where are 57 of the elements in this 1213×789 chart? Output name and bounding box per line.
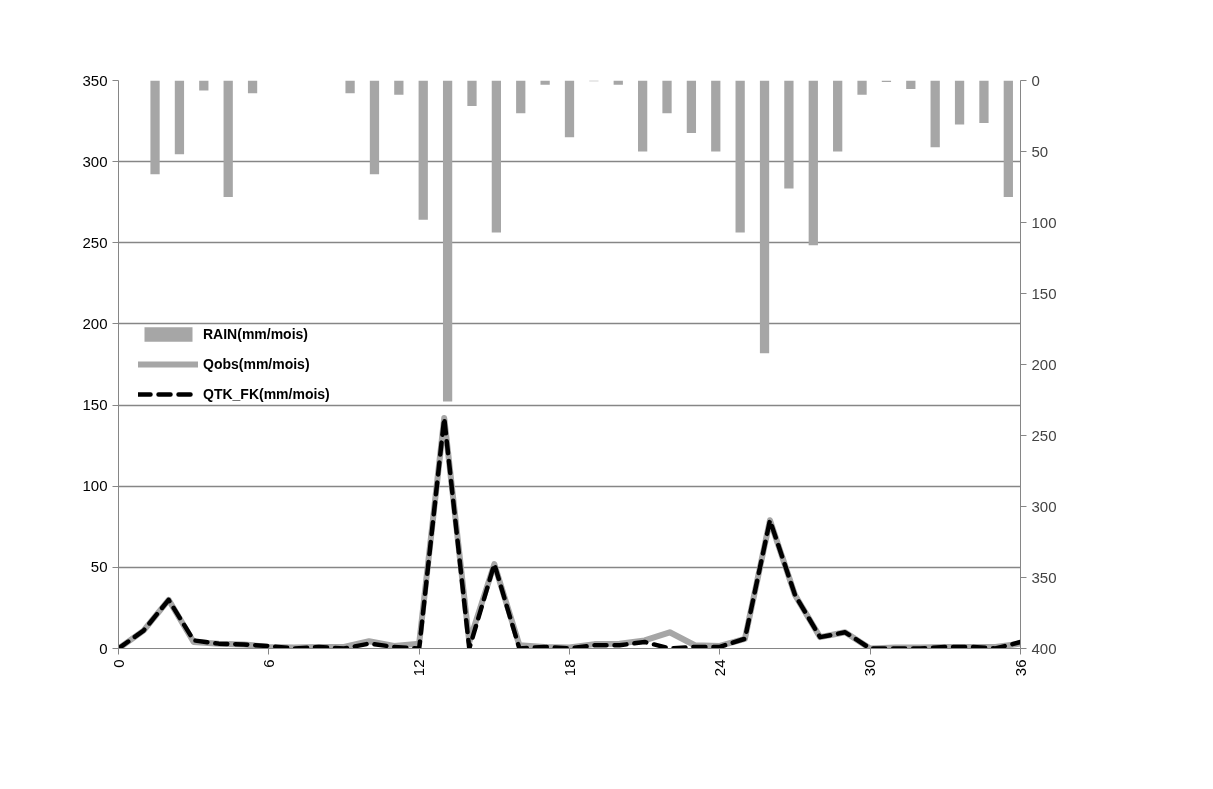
bar bbox=[759, 80, 770, 354]
y2-tick-label: 200 bbox=[1031, 355, 1057, 373]
bar bbox=[442, 80, 453, 402]
x-tick-label: 6 bbox=[259, 659, 277, 668]
y2-tick-label: 150 bbox=[1031, 284, 1057, 302]
x-tick-label: 18 bbox=[560, 659, 578, 677]
bar bbox=[906, 80, 916, 90]
bar bbox=[369, 80, 380, 175]
bar bbox=[516, 80, 526, 114]
y-tick-label: 200 bbox=[82, 314, 108, 332]
legend-label: Qobs(mm/mois) bbox=[203, 356, 310, 372]
bar bbox=[784, 80, 794, 189]
y-tick-label: 250 bbox=[82, 233, 108, 251]
y2-tick-label: 50 bbox=[1031, 142, 1049, 160]
bar bbox=[150, 80, 160, 175]
bar bbox=[954, 80, 965, 125]
bar bbox=[930, 80, 940, 148]
y-tick-label: 300 bbox=[82, 152, 108, 170]
bar bbox=[418, 80, 428, 220]
x-tick-label: 30 bbox=[861, 659, 879, 677]
y-tick-label: 50 bbox=[90, 558, 108, 576]
x-tick-label: 36 bbox=[1011, 659, 1029, 677]
y2-tick-label: 350 bbox=[1031, 568, 1057, 586]
y2-tick-label: 100 bbox=[1031, 213, 1057, 231]
bar bbox=[613, 80, 623, 85]
legend-label: QTK_FK(mm/mois) bbox=[203, 386, 330, 402]
bar bbox=[247, 80, 258, 94]
bar bbox=[711, 80, 721, 152]
x-tick-label: 12 bbox=[410, 659, 428, 677]
bar bbox=[662, 80, 672, 114]
bar bbox=[1003, 80, 1013, 197]
bar bbox=[735, 80, 745, 233]
bar bbox=[979, 80, 989, 124]
y-tick-label: 350 bbox=[82, 71, 108, 89]
x-tick-label: 24 bbox=[710, 659, 728, 677]
bar bbox=[345, 80, 355, 94]
y2-tick-label: 250 bbox=[1031, 426, 1057, 444]
bar bbox=[564, 80, 575, 138]
bar bbox=[857, 80, 867, 95]
bar bbox=[394, 80, 404, 95]
bar bbox=[808, 80, 818, 246]
x-tick-label: 0 bbox=[109, 659, 127, 668]
bar bbox=[540, 80, 550, 85]
bar bbox=[491, 80, 501, 233]
y2-tick-label: 300 bbox=[1031, 497, 1057, 515]
bar bbox=[467, 80, 477, 107]
y2-tick-label: 400 bbox=[1031, 639, 1057, 657]
y-tick-label: 0 bbox=[99, 639, 108, 657]
y-tick-label: 150 bbox=[82, 396, 108, 414]
y-tick-label: 100 bbox=[82, 477, 108, 495]
bar bbox=[223, 80, 233, 197]
bar bbox=[833, 80, 843, 152]
bar bbox=[638, 80, 648, 152]
bar bbox=[174, 80, 185, 155]
legend-label: RAIN(mm/mois) bbox=[203, 326, 309, 342]
bar bbox=[686, 80, 697, 134]
y2-tick-label: 0 bbox=[1031, 71, 1040, 89]
